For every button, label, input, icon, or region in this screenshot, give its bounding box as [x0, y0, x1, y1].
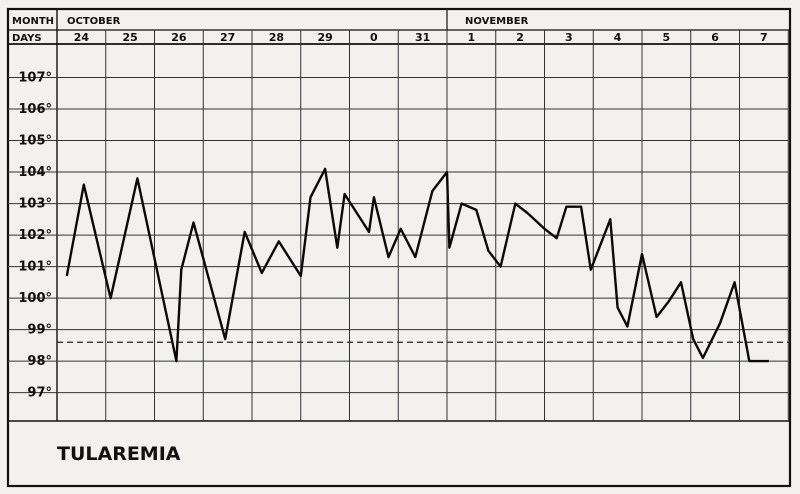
- x-tick-label: 7: [760, 31, 768, 44]
- x-axis-ticks: 24 25 26 27 28 29 0 31 1 2 3 4 5 6 7: [74, 31, 768, 44]
- y-tick-label: 105°: [18, 134, 52, 149]
- x-tick-label: 29: [317, 31, 332, 44]
- month-header-label: MONTH: [12, 16, 54, 27]
- y-axis-ticks: 107° 106° 105° 104° 103° 102° 101° 100° 99° 98° 97…: [18, 71, 52, 401]
- x-tick-label: 2: [516, 31, 524, 44]
- x-tick-label: 4: [614, 31, 622, 44]
- x-tick-label: 24: [74, 31, 90, 44]
- y-tick-label: 100°: [18, 291, 52, 306]
- chart-frame: [6, 7, 792, 488]
- y-tick-label: 99°: [27, 323, 52, 338]
- y-tick-label: 104°: [18, 165, 52, 180]
- series-line-temperature: [65, 167, 769, 363]
- y-tick-label: 97°: [27, 386, 52, 401]
- x-tick-label: 1: [468, 31, 476, 44]
- x-tick-label: 6: [711, 31, 719, 44]
- x-tick-label: 26: [171, 31, 187, 44]
- chart-grid: [8, 30, 789, 421]
- y-tick-label: 102°: [18, 228, 52, 243]
- x-tick-label: 28: [269, 31, 284, 44]
- x-tick-label: 0: [370, 31, 378, 44]
- y-tick-label: 103°: [18, 197, 52, 212]
- y-tick-label: 101°: [18, 260, 52, 275]
- outer-border: [6, 7, 792, 488]
- month-october-label: OCTOBER: [67, 16, 121, 27]
- x-tick-label: 5: [663, 31, 671, 44]
- month-november-label: NOVEMBER: [465, 16, 529, 27]
- x-tick-label: 31: [415, 31, 430, 44]
- chart-header: MONTH DAYS OCTOBER NOVEMBER: [12, 16, 529, 44]
- x-tick-label: 3: [565, 31, 573, 44]
- x-tick-label: 25: [122, 31, 137, 44]
- chart-title: TULAREMIA: [57, 443, 181, 465]
- x-tick-label: 27: [220, 31, 235, 44]
- days-header-label: DAYS: [12, 33, 42, 44]
- y-tick-label: 98°: [27, 354, 52, 369]
- y-tick-label: 106°: [18, 102, 52, 117]
- y-tick-label: 107°: [18, 71, 52, 86]
